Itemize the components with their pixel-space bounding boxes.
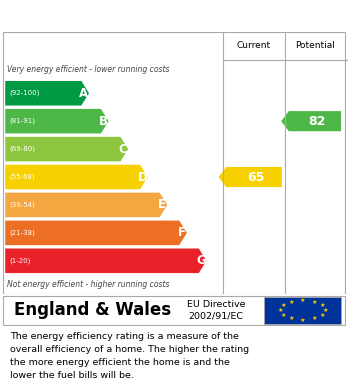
Text: ★: ★ bbox=[288, 316, 294, 321]
Text: ★: ★ bbox=[311, 300, 317, 305]
Text: (81-91): (81-91) bbox=[9, 118, 35, 124]
Text: Potential: Potential bbox=[295, 41, 335, 50]
Text: ★: ★ bbox=[311, 316, 317, 321]
Text: 65: 65 bbox=[248, 170, 265, 183]
Text: G: G bbox=[196, 254, 206, 267]
Text: Not energy efficient - higher running costs: Not energy efficient - higher running co… bbox=[7, 280, 169, 289]
Polygon shape bbox=[5, 81, 89, 106]
Text: D: D bbox=[137, 170, 147, 183]
Text: E: E bbox=[158, 199, 166, 212]
Text: ★: ★ bbox=[300, 298, 306, 303]
Text: B: B bbox=[99, 115, 108, 128]
Text: ★: ★ bbox=[319, 303, 325, 308]
Bar bbox=[264, 297, 341, 324]
Text: (69-80): (69-80) bbox=[9, 146, 35, 152]
Text: ★: ★ bbox=[280, 303, 286, 308]
Polygon shape bbox=[5, 137, 128, 161]
Text: F: F bbox=[177, 226, 185, 239]
Text: ★: ★ bbox=[300, 317, 306, 323]
Polygon shape bbox=[281, 111, 341, 131]
Text: England & Wales: England & Wales bbox=[14, 301, 171, 319]
Text: Energy Efficiency Rating: Energy Efficiency Rating bbox=[10, 9, 232, 23]
Polygon shape bbox=[5, 109, 109, 133]
Text: (92-100): (92-100) bbox=[9, 90, 40, 97]
Polygon shape bbox=[5, 221, 187, 245]
Text: (1-20): (1-20) bbox=[9, 258, 31, 264]
Polygon shape bbox=[219, 167, 282, 187]
Text: (21-38): (21-38) bbox=[9, 230, 35, 236]
Text: The energy efficiency rating is a measure of the
overall efficiency of a home. T: The energy efficiency rating is a measur… bbox=[10, 332, 250, 380]
Text: Very energy efficient - lower running costs: Very energy efficient - lower running co… bbox=[7, 65, 169, 74]
Text: ★: ★ bbox=[319, 313, 325, 318]
Text: 82: 82 bbox=[309, 115, 326, 128]
Text: ★: ★ bbox=[277, 308, 283, 313]
Text: ★: ★ bbox=[280, 313, 286, 318]
Polygon shape bbox=[5, 165, 148, 189]
Text: C: C bbox=[118, 143, 127, 156]
Text: (55-68): (55-68) bbox=[9, 174, 35, 180]
Text: ★: ★ bbox=[288, 300, 294, 305]
Text: ★: ★ bbox=[323, 308, 328, 313]
Polygon shape bbox=[5, 249, 206, 273]
Text: (39-54): (39-54) bbox=[9, 202, 35, 208]
Text: A: A bbox=[79, 87, 88, 100]
Text: EU Directive
2002/91/EC: EU Directive 2002/91/EC bbox=[187, 300, 245, 321]
Text: Current: Current bbox=[237, 41, 271, 50]
Polygon shape bbox=[5, 193, 167, 217]
